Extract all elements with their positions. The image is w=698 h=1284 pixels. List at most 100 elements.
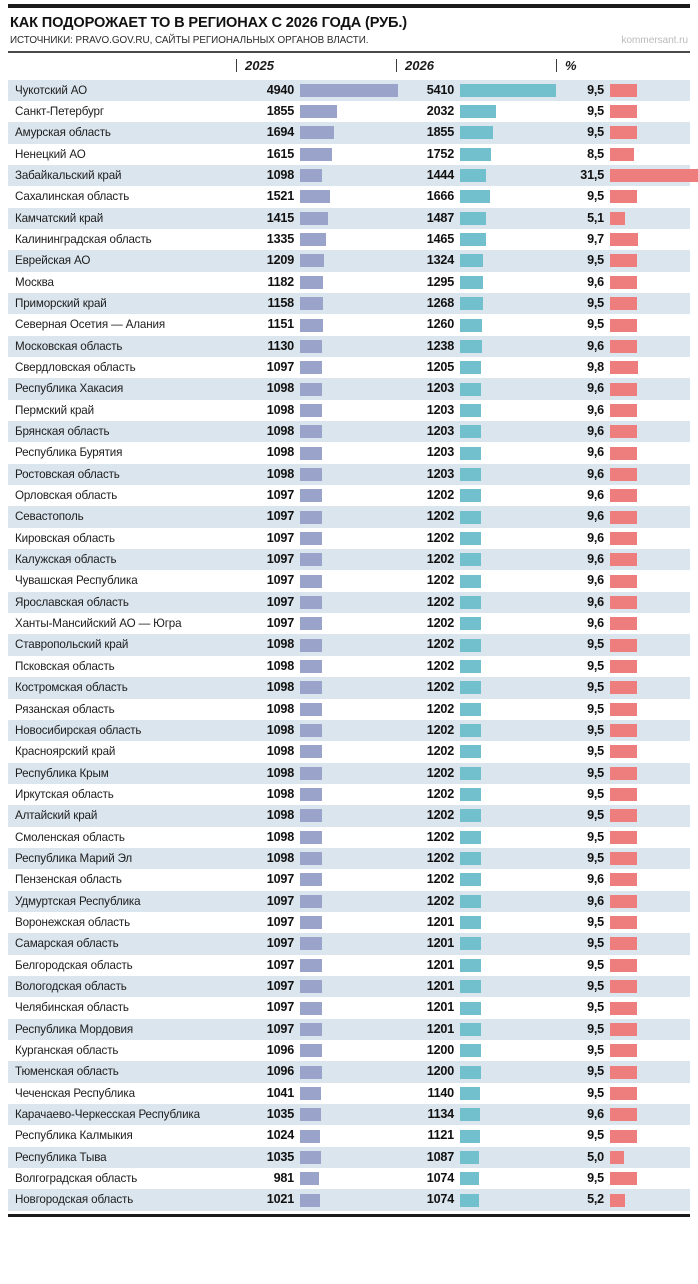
bar-percent-track	[610, 660, 698, 674]
bar-percent-track	[610, 275, 698, 289]
table-row: Сахалинская область 1521 1666 9,5	[8, 186, 690, 207]
bar-percent-bar	[610, 766, 638, 780]
bar-2026-track	[460, 446, 556, 460]
bar-2025-track	[300, 788, 398, 802]
region-name: Республика Крым	[15, 765, 109, 780]
bar-2026-track	[460, 83, 556, 97]
value-percent: 9,5	[587, 722, 604, 737]
table-row: Иркутская область 1098 1202 9,5	[8, 784, 690, 805]
bar-2026-track	[460, 510, 556, 524]
region-name: Рязанская область	[15, 701, 115, 716]
value-percent: 9,5	[587, 1128, 604, 1143]
bar-percent-track	[610, 318, 698, 332]
bar-percent-bar	[610, 1022, 638, 1036]
region-name: Красноярский край	[15, 744, 116, 759]
value-2026: 1202	[426, 658, 454, 673]
bar-percent-bar	[610, 531, 638, 545]
bar-percent-bar	[610, 873, 638, 887]
bar-2025-track	[300, 958, 398, 972]
bar-percent-bar	[610, 916, 638, 930]
region-name: Самарская область	[15, 936, 119, 951]
bar-percent-track	[610, 766, 698, 780]
bar-2025-bar	[300, 638, 322, 652]
value-2026: 1295	[426, 274, 454, 289]
region-name: Калининградская область	[15, 231, 152, 246]
value-2026: 1202	[426, 701, 454, 716]
value-2025: 1521	[266, 189, 294, 204]
value-2025: 1097	[266, 509, 294, 524]
bar-2026-track	[460, 531, 556, 545]
table-row: Алтайский край 1098 1202 9,5	[8, 805, 690, 827]
bar-2026-track	[460, 425, 556, 439]
bar-percent-track	[610, 681, 698, 695]
bar-percent-bar	[610, 233, 638, 247]
value-percent: 9,5	[587, 936, 604, 951]
region-name: Ненецкий АО	[15, 146, 86, 161]
bar-2025-track	[300, 510, 398, 524]
value-percent: 9,5	[587, 295, 604, 310]
bar-percent-track	[610, 211, 698, 225]
table-row: Чукотский АО 4940 5410 9,5	[8, 79, 690, 101]
bar-2025-track	[300, 1065, 398, 1079]
bar-2026-track	[460, 894, 556, 908]
table-row: Севастополь 1097 1202 9,6	[8, 506, 690, 528]
value-2025: 1182	[267, 274, 294, 289]
region-name: Волгоградская область	[15, 1171, 138, 1186]
bar-2026-track	[460, 169, 556, 183]
value-2026: 1200	[426, 1064, 454, 1079]
value-percent: 9,5	[587, 850, 604, 865]
region-name: Московская область	[15, 338, 123, 353]
bar-percent-bar	[610, 169, 698, 183]
value-2026: 1203	[426, 466, 454, 481]
value-percent: 9,6	[587, 488, 604, 503]
bar-percent-track	[610, 745, 698, 759]
bar-2025-track	[300, 702, 398, 716]
bar-2025-track	[300, 916, 398, 930]
table-row: Ярославская область 1097 1202 9,6	[8, 591, 690, 614]
table-row: Вологодская область 1097 1201 9,5	[8, 975, 690, 998]
bar-2025-bar	[300, 574, 322, 588]
value-percent: 9,5	[587, 808, 604, 823]
bar-2025-track	[300, 382, 398, 396]
value-2025: 1024	[266, 1128, 294, 1143]
value-2025: 1098	[266, 466, 294, 481]
bar-percent-bar	[610, 852, 638, 866]
bar-percent-track	[610, 937, 698, 951]
value-2025: 1098	[266, 167, 294, 182]
value-2025: 1098	[266, 402, 294, 417]
region-name: Республика Хакасия	[15, 381, 124, 396]
bar-2026-bar	[460, 830, 482, 844]
bar-percent-track	[610, 574, 698, 588]
bar-2025-bar	[300, 1150, 321, 1164]
value-2026: 1202	[426, 637, 454, 652]
value-2026: 1260	[426, 317, 454, 332]
bar-2026-track	[460, 574, 556, 588]
bar-2025-track	[300, 446, 398, 460]
value-percent: 9,5	[587, 957, 604, 972]
value-percent: 9,5	[587, 1085, 604, 1100]
bar-2025-track	[300, 937, 398, 951]
bar-2026-bar	[460, 724, 482, 738]
region-name: Севастополь	[15, 509, 84, 524]
bar-2026-bar	[460, 382, 482, 396]
bar-percent-bar	[610, 681, 638, 695]
bar-2026-bar	[460, 788, 482, 802]
bar-2026-bar	[460, 126, 493, 140]
bar-2025-track	[300, 531, 398, 545]
value-2026: 1202	[426, 765, 454, 780]
bar-percent-track	[610, 126, 698, 140]
bar-percent-track	[610, 617, 698, 631]
bar-2026-bar	[460, 958, 482, 972]
region-name: Воронежская область	[15, 914, 131, 929]
region-name: Чувашская Республика	[15, 573, 138, 588]
region-name: Пензенская область	[15, 872, 122, 887]
bar-percent-bar	[610, 1172, 638, 1186]
value-2025: 1098	[266, 637, 294, 652]
value-2025: 1097	[266, 1021, 294, 1036]
value-percent: 9,6	[587, 552, 604, 567]
bar-2025-track	[300, 681, 398, 695]
region-name: Курганская область	[15, 1043, 119, 1058]
table-row: Псковская область 1098 1202 9,5	[8, 656, 690, 677]
bar-2026-track	[460, 681, 556, 695]
value-2026: 2032	[426, 103, 454, 118]
